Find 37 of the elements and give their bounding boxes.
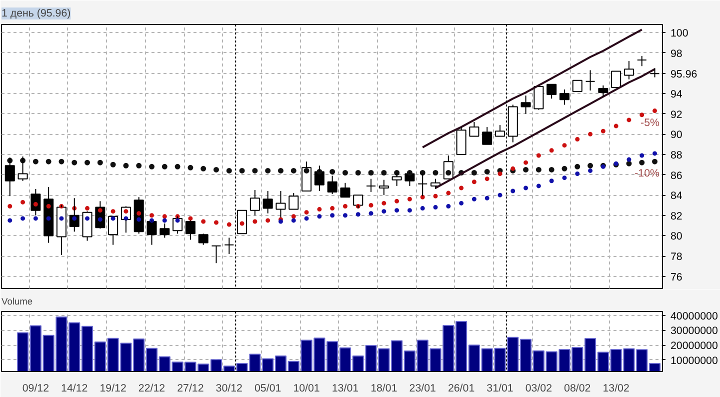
y-tick-label: 80 [670,230,682,243]
y-tick-label: 82 [670,210,682,222]
x-tick-label: 18/01 [370,382,398,394]
x-tick-label: 10/01 [293,382,320,394]
chart-title: Volume [2,296,33,306]
x-tick-label: 27/12 [177,382,204,394]
x-tick-label: 23/01 [409,382,436,394]
y-tick-label: 95.96 [670,68,698,81]
x-tick-label: 13/01 [332,382,359,394]
x-tick-label: 08/02 [564,382,591,394]
y-tick-label: 86 [670,170,682,182]
y-tick-label: 20000000 [670,340,718,352]
x-tick-label: 26/01 [448,382,475,394]
chart-title: 1 день (95.96) [2,8,71,20]
x-tick-label: 30/12 [216,382,243,394]
x-tick-label: 03/02 [525,382,552,394]
x-tick-label: 31/01 [486,382,514,394]
x-tick-label: 19/12 [100,382,126,394]
y-tick-label: 76 [670,271,682,284]
x-tick-label: 05/01 [254,382,282,394]
y-tick-label: 94 [670,88,682,101]
y-tick-label: 90 [670,129,682,142]
y-tick-label: 88 [670,149,682,162]
y-tick-label: 40000000 [670,310,718,322]
y-tick-label: 10000000 [670,354,718,367]
x-tick-label: 14/12 [61,382,88,394]
y-tick-label: 100 [670,28,688,40]
x-tick-label: 09/12 [22,382,50,394]
y-tick-label: 78 [670,251,682,264]
annotation: -5% [640,116,660,129]
annotation: -10% [634,168,660,180]
y-tick-label: 30000000 [670,325,718,338]
y-tick-label: 98 [670,48,682,60]
y-tick-label: 92 [670,108,682,121]
x-tick-label: 22/12 [138,382,166,394]
x-tick-label: 13/02 [602,382,630,394]
y-tick-label: 84 [670,190,682,202]
